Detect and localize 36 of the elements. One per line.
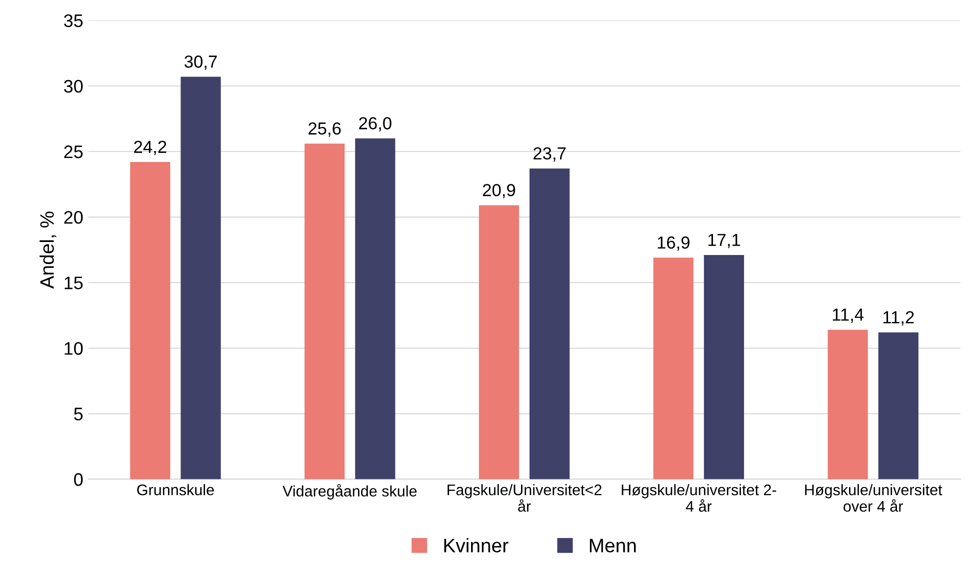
y-axis-title: Andel, % [40,212,56,289]
y-tick-label: 25 [64,145,83,158]
x-tick-label: Høgskule/universitet over 4 år [805,484,942,512]
y-tick-label: 20 [64,210,83,224]
bar [530,168,570,480]
data-label: 23,7 [534,147,566,162]
x-tick-label: Grunnskule [137,484,214,496]
data-label: 26,0 [359,117,392,132]
bar [180,76,221,480]
data-label: 20,9 [482,184,516,198]
bar [704,255,744,480]
y-tick-label: 15 [64,276,83,290]
bar [878,332,918,480]
data-label: 16,9 [658,236,690,251]
bar [355,138,396,480]
data-label: 17,1 [708,234,740,248]
data-label: 24,2 [134,140,166,156]
data-label: 11,4 [832,308,864,323]
x-tick-label: Vidaregåande skule [282,484,417,500]
bar [130,162,170,480]
legend-label: Kvinner [444,538,508,552]
x-tick-label: Høgskule/universitet 2- 4 år [622,484,776,512]
data-label: 25,6 [308,122,341,137]
y-tick-label: 0 [74,473,83,486]
y-tick-label: 5 [74,408,83,420]
bar [653,258,694,480]
y-tick-label: 30 [64,80,83,93]
data-label: 11,2 [883,311,914,326]
y-tick-label: 10 [64,342,83,355]
bar [304,144,345,480]
x-tick-label: Fagskule/Universitet<2 år [448,484,602,512]
data-label: 30,7 [184,55,217,70]
legend-label: Menn [590,538,636,552]
bar [478,205,520,480]
y-tick-label: 35 [64,14,83,28]
bar [828,330,868,480]
